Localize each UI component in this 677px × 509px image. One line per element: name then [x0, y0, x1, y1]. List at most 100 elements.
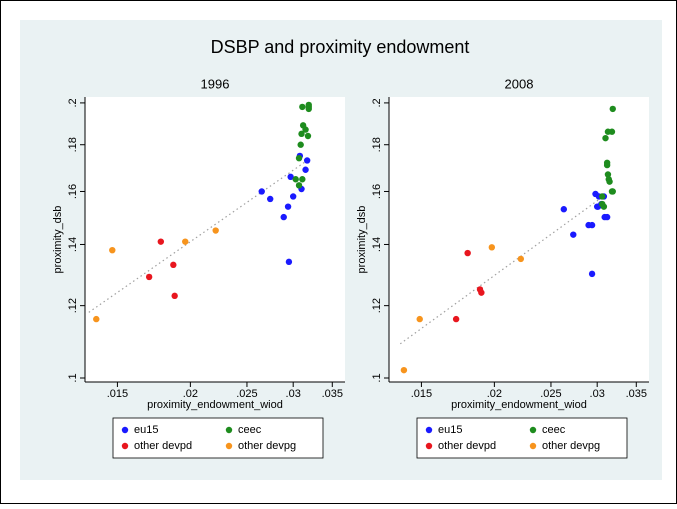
- legend-marker: [529, 442, 537, 450]
- legend-marker: [425, 426, 433, 434]
- point: [303, 157, 311, 164]
- point: [488, 244, 496, 251]
- point: [604, 171, 612, 178]
- plot-area: [389, 97, 649, 382]
- point: [570, 231, 577, 238]
- fit-line: [399, 198, 601, 345]
- point: [145, 273, 153, 281]
- legend-box: [112, 417, 324, 459]
- point: [588, 221, 596, 229]
- legend-label: ceec: [542, 424, 566, 436]
- x-tick-label: .015: [107, 388, 128, 400]
- panel-title: 1996: [201, 76, 230, 91]
- panel: 2008 .015 .02 .025 .03 .035 .1 .12 .14 .16 .18 .2 pr…: [356, 76, 649, 459]
- y-tick-label: .16: [67, 184, 79, 199]
- legend-label: other devpg: [542, 440, 600, 452]
- point: [302, 126, 309, 133]
- point: [258, 188, 265, 195]
- point: [609, 105, 616, 113]
- point: [464, 249, 471, 257]
- y-tick-label: .18: [371, 137, 383, 152]
- point: [280, 213, 287, 221]
- point: [588, 270, 596, 278]
- y-tick-label: .16: [371, 184, 383, 199]
- point: [517, 255, 525, 263]
- point: [478, 289, 485, 296]
- point: [452, 315, 460, 323]
- point: [170, 261, 177, 269]
- point: [602, 134, 609, 142]
- legend-label: other devpd: [438, 440, 496, 452]
- point: [109, 246, 116, 254]
- point: [182, 238, 189, 245]
- point: [295, 182, 303, 189]
- point: [212, 227, 219, 234]
- x-tick-label: .035: [626, 388, 647, 400]
- x-axis-label: proximity_endowment_wiod: [147, 399, 283, 411]
- point: [285, 258, 293, 266]
- y-tick-label: .18: [67, 137, 79, 152]
- point: [606, 178, 613, 185]
- point: [157, 238, 165, 245]
- legend-marker: [121, 426, 129, 434]
- x-tick-label: .025: [236, 388, 257, 400]
- y-axis-label: proximity_dsb: [52, 206, 64, 274]
- point: [400, 366, 408, 374]
- point: [171, 292, 178, 300]
- x-tick-label: .02: [487, 388, 502, 400]
- y-tick-label: .14: [67, 237, 79, 252]
- legend-label: eu15: [134, 424, 158, 436]
- x-tick-label: .015: [411, 388, 432, 400]
- x-tick-label: .03: [286, 388, 301, 400]
- point: [299, 103, 306, 111]
- point: [604, 128, 612, 135]
- legend-marker: [121, 442, 129, 450]
- y-tick-label: .2: [371, 98, 383, 107]
- x-tick-label: .035: [322, 388, 343, 400]
- x-tick-label: .025: [540, 388, 561, 400]
- point: [416, 315, 423, 323]
- y-tick-label: .1: [67, 373, 79, 382]
- point: [608, 188, 616, 195]
- legend-marker: [225, 426, 233, 434]
- legend-marker: [225, 442, 233, 450]
- legend-label: eu15: [438, 424, 462, 436]
- panel-title: 2008: [505, 76, 534, 91]
- point: [599, 193, 606, 200]
- legend-box: [416, 417, 628, 459]
- point: [603, 213, 611, 221]
- legend-marker: [425, 442, 433, 450]
- y-tick-label: .14: [371, 237, 383, 252]
- legend-label: other devpd: [134, 440, 192, 452]
- point: [305, 105, 312, 113]
- y-tick-label: .12: [67, 298, 79, 313]
- legend-label: ceec: [238, 424, 262, 436]
- plot-area: [85, 97, 345, 382]
- point: [603, 159, 611, 166]
- point: [295, 154, 303, 162]
- point: [267, 195, 274, 203]
- x-tick-label: .02: [183, 388, 198, 400]
- x-tick-label: .03: [590, 388, 605, 400]
- legend-label: other devpg: [238, 440, 296, 452]
- point: [298, 130, 305, 138]
- point: [560, 206, 568, 213]
- figure-title: DSBP and proximity endowment: [211, 37, 470, 57]
- point: [302, 166, 309, 173]
- point: [289, 193, 297, 200]
- point: [284, 203, 292, 210]
- point: [297, 141, 304, 148]
- panel: 1996 .015 .02 .025 .03 .035 .1 .12 .14 .16 .18 .2 pr…: [52, 76, 345, 459]
- point: [287, 173, 294, 181]
- point: [292, 176, 299, 183]
- y-tick-label: .1: [371, 373, 383, 382]
- y-tick-label: .2: [67, 98, 79, 107]
- point: [93, 315, 100, 323]
- point: [599, 200, 606, 208]
- y-tick-label: .12: [371, 298, 383, 313]
- y-axis-label: proximity_dsb: [356, 206, 368, 274]
- x-axis-label: proximity_endowment_wiod: [451, 399, 587, 411]
- legend-marker: [529, 426, 537, 434]
- point: [299, 176, 306, 183]
